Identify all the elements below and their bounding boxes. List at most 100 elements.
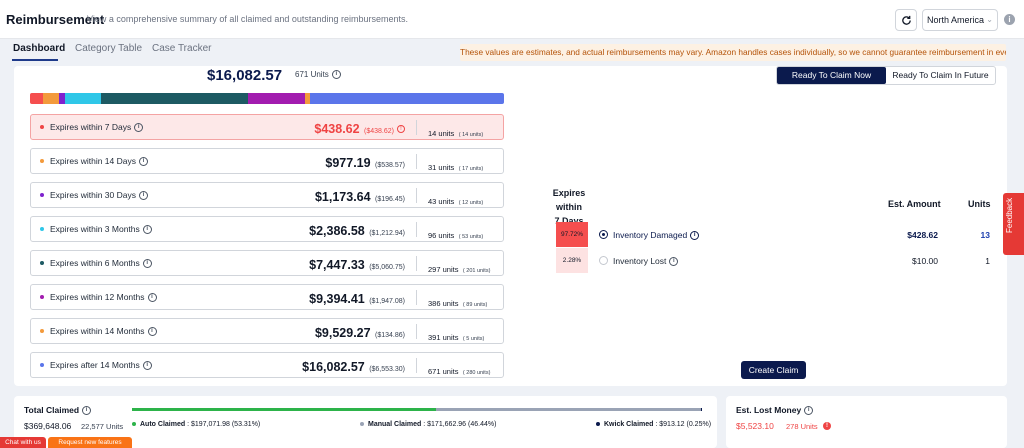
tab-case-tracker[interactable]: Case Tracker (152, 43, 212, 54)
info-icon[interactable]: i (82, 406, 92, 416)
row-divider (416, 256, 417, 271)
info-icon[interactable]: i (142, 361, 152, 371)
row-amount: $2,386.58 (309, 224, 365, 238)
info-icon[interactable]: i (142, 225, 152, 235)
detail-heading-line2: 7 Days (554, 216, 584, 226)
row-units-group: 297 units ( 201 units) (428, 259, 490, 277)
row-amount-group: $1,173.64 ($196.45) (315, 188, 405, 206)
page-subtitle: View a comprehensive summary of all clai… (87, 14, 408, 24)
row-label: Expires within 30 Days i (50, 190, 148, 201)
row-divider (416, 188, 417, 203)
expiration-row[interactable]: Expires within 7 Days i $438.62 ($438.62)!… (30, 114, 504, 140)
row-label: Expires within 14 Days i (50, 156, 148, 167)
row-units-sub: ( 201 units) (462, 268, 491, 274)
row-divider (416, 290, 417, 305)
info-icon[interactable]: i (147, 327, 157, 337)
info-icon[interactable]: i (147, 293, 157, 303)
row-dot (40, 227, 44, 231)
row-label: Expires within 14 Months i (50, 326, 157, 337)
row-sub-amount: ($1,212.94) (369, 230, 405, 237)
tab-category-table[interactable]: Category Table (75, 43, 143, 54)
total-claimed-units: 22,577 Units (81, 422, 124, 431)
chevron-down-icon: ⌄ (986, 15, 993, 24)
row-amount: $1,173.64 (314, 190, 371, 204)
info-icon[interactable]: i (804, 406, 814, 416)
expiration-row[interactable]: Expires after 14 Months i $16,082.57 ($6,5… (30, 352, 504, 378)
row-label-text: Expires within 6 Months (50, 258, 140, 268)
row-amount: $9,394.41 (309, 292, 365, 306)
alert-icon[interactable]: ! (823, 422, 831, 430)
total-claimed-title-text: Total Claimed (24, 405, 80, 415)
reason-units-lost: 1 (985, 256, 990, 266)
row-label: Expires within 3 Months i (50, 224, 152, 235)
reason-radio-lost[interactable] (599, 256, 608, 265)
info-icon[interactable]: i (690, 231, 700, 241)
ready-future-button[interactable]: Ready To Claim In Future (892, 70, 989, 80)
feedback-label: Feedback (1005, 197, 1014, 233)
expiration-row[interactable]: Expires within 6 Months i $7,447.33 ($5,06… (30, 250, 504, 276)
reason-amount-lost: $10.00 (912, 256, 938, 266)
stack-segment-1 (42, 93, 59, 104)
expiration-row[interactable]: Expires within 30 Days i $1,173.64 ($196.4… (30, 182, 504, 208)
total-claimed-title: Total Claimed i (24, 405, 92, 416)
row-dot (40, 193, 44, 197)
expiration-row[interactable]: Expires within 14 Months i $9,529.27 ($134… (30, 318, 504, 344)
page-title: Reimbursement (6, 12, 105, 27)
region-select[interactable]: North America ⌄ (922, 9, 998, 31)
row-label-text: Expires after 14 Months (50, 360, 140, 370)
stack-segment-7 (309, 93, 504, 104)
row-label-text: Expires within 30 Days (50, 190, 136, 200)
reason-text-damaged: Inventory Damaged (613, 230, 688, 240)
reason-radio-damaged[interactable] (599, 230, 608, 239)
row-units-sub: ( 17 units) (458, 166, 484, 172)
info-icon[interactable]: i (138, 157, 148, 167)
info-icon[interactable]: i (134, 123, 144, 133)
row-units-group: 386 units ( 89 units) (428, 293, 487, 311)
info-icon[interactable]: i (331, 70, 341, 80)
detail-heading: Expires within 7 Days (541, 186, 597, 228)
row-label: Expires after 14 Months i (50, 360, 152, 371)
request-features-button[interactable]: Request new features (48, 437, 132, 448)
row-amount-group: $438.62 ($438.62)! (314, 120, 405, 138)
expiration-row[interactable]: Expires within 12 Months i $9,394.41 ($1,9… (30, 284, 504, 310)
row-amount: $9,529.27 (314, 326, 371, 340)
claim-timing-toggle: Ready To Claim Now Ready To Claim In Fut… (776, 66, 996, 85)
info-icon[interactable]: i (1004, 14, 1015, 25)
row-sub-amount: ($5,060.75) (369, 264, 405, 271)
total-units: 671 Units i (295, 70, 341, 80)
claimed-segment-1 (435, 408, 701, 411)
row-label: Expires within 7 Days i (50, 122, 144, 133)
lost-money-title-text: Est. Lost Money (736, 405, 802, 415)
reason-units-damaged: 13 (980, 230, 990, 240)
active-tab-indicator (12, 59, 58, 61)
row-units-sub: ( 14 units) (458, 132, 484, 138)
feedback-tab[interactable]: Feedback (1003, 193, 1024, 255)
chat-button[interactable]: Chat with us (0, 437, 46, 448)
create-claim-button[interactable]: Create Claim (741, 361, 806, 379)
tab-dashboard[interactable]: Dashboard (13, 43, 66, 54)
expiration-row[interactable]: Expires within 3 Months i $2,386.58 ($1,21… (30, 216, 504, 242)
expiration-row[interactable]: Expires within 14 Days i $977.19 ($538.57)… (30, 148, 504, 174)
info-icon[interactable]: i (138, 191, 148, 201)
total-units-value: 671 Units (295, 70, 329, 79)
reason-label-damaged[interactable]: Inventory Damaged i (613, 230, 700, 241)
row-units: 14 units (428, 129, 455, 138)
claimed-segment-0 (132, 408, 436, 411)
refresh-button[interactable] (895, 9, 917, 31)
row-units-sub: ( 12 units) (458, 200, 484, 206)
row-units-group: 43 units ( 12 units) (428, 191, 483, 209)
row-divider (416, 324, 417, 339)
row-amount: $16,082.57 (302, 360, 365, 374)
reason-label-lost[interactable]: Inventory Lost i (613, 256, 679, 267)
info-icon[interactable]: i (142, 259, 152, 269)
row-units: 96 units (428, 231, 455, 240)
row-divider (416, 154, 417, 169)
lost-money-units: 278 Units (786, 422, 818, 431)
row-dot (40, 261, 44, 265)
reason-amount-damaged: $428.62 (907, 230, 938, 240)
total-claimed-amount: $369,648.06 (24, 421, 72, 431)
info-icon[interactable]: i (669, 257, 679, 267)
row-amount-group: $16,082.57 ($6,553.30) (302, 358, 405, 376)
reason-pct-damaged: 97.72% (556, 222, 588, 247)
ready-now-button[interactable]: Ready To Claim Now (777, 67, 886, 84)
